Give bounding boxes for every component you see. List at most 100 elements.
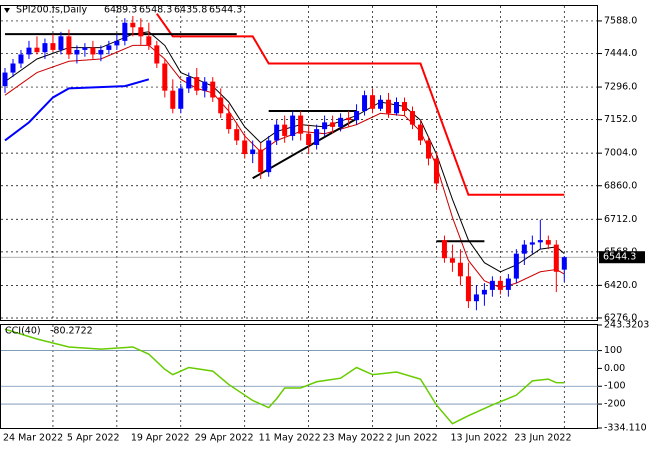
y-tick-label: -200 (604, 399, 626, 410)
x-tick-label: 23 May 2022 (323, 433, 385, 444)
y-tick-label: 6420.0 (604, 280, 637, 291)
candle-body (10, 63, 16, 73)
candle-body (74, 49, 80, 55)
candle-body (473, 294, 479, 302)
cci-title: CCI(40) (5, 326, 41, 337)
overlay-line (155, 13, 565, 196)
candle-body (66, 36, 72, 55)
candle-body (354, 111, 360, 121)
overlay-line (4, 31, 565, 273)
candle-body (58, 36, 64, 50)
candle-body (394, 101, 400, 114)
x-tick-label: 11 May 2022 (259, 433, 321, 444)
candle-body (370, 95, 376, 109)
candle-body (146, 36, 152, 46)
candle-body (497, 280, 503, 290)
candle-body (2, 72, 8, 87)
y-tick-label: 6276.0 (604, 312, 637, 323)
candle-body (90, 47, 96, 55)
candle-body (457, 262, 463, 277)
candle-body (553, 244, 559, 272)
candle-body (402, 101, 407, 112)
x-tick-label: 5 Apr 2022 (67, 433, 120, 444)
y-tick-label: 6712.0 (604, 214, 637, 225)
candle-body (513, 253, 519, 279)
candle-body (186, 77, 192, 89)
x-tick-label: 29 Apr 2022 (195, 433, 254, 444)
candle-body (489, 280, 495, 290)
candle-body (537, 240, 543, 243)
header-value: 6435.8 (174, 5, 207, 16)
candle-body (338, 117, 344, 127)
y-tick-label: 7444.0 (604, 48, 637, 59)
y-tick-label: 6860.0 (604, 180, 637, 191)
candle-body (306, 133, 312, 146)
candle-body (106, 45, 112, 50)
candle-body (42, 43, 48, 53)
candle-body (417, 124, 423, 141)
candle-body (282, 124, 288, 136)
candle-body (234, 129, 240, 141)
candle-body (154, 45, 160, 64)
candle-body (218, 97, 224, 114)
candle-body (82, 47, 88, 50)
candle-body (545, 240, 551, 245)
cci-panel-frame (0, 324, 598, 429)
candle-body (561, 257, 567, 270)
candle-body (362, 95, 368, 112)
x-tick-label: 24 Mar 2022 (3, 433, 63, 444)
y-tick-label: -334.110 (604, 423, 647, 434)
candle-body (521, 244, 527, 254)
candle-body (26, 47, 32, 55)
overlay-line (4, 44, 565, 289)
candle-body (290, 115, 296, 136)
y-tick-label: 243.3203 (604, 320, 649, 331)
price-label: 6544.3 (603, 252, 636, 263)
candle-body (266, 140, 272, 173)
candle-body (314, 129, 320, 146)
candle-body (250, 149, 256, 155)
y-tick-label: 7588.0 (604, 15, 637, 26)
candle-body (162, 63, 168, 91)
candle-body (114, 40, 120, 46)
candle-body (178, 88, 184, 109)
header: SPI200.fs,Daily 6489.3 6548.3 6435.8 6544.3 (16, 5, 242, 16)
candle-body (441, 240, 447, 259)
candle-body (481, 289, 487, 295)
candle-body (529, 242, 535, 245)
candle-body (34, 47, 40, 53)
cci-value: -80.2722 (50, 326, 93, 337)
candle-body (409, 111, 415, 125)
y-tick-label: 100 (604, 345, 622, 356)
candle-body (386, 99, 392, 114)
y-tick-label: 0.00 (604, 363, 625, 374)
candle-body (98, 49, 104, 55)
header-value: 6548.3 (139, 5, 172, 16)
symbol: SPI200.fs,Daily (16, 5, 87, 16)
header-arrow (4, 8, 10, 13)
candle-body (378, 99, 384, 109)
candle-body (50, 43, 56, 50)
header-value: 6544.3 (209, 5, 242, 16)
x-tick-label: 23 Jun 2022 (514, 433, 571, 444)
candle-body (465, 276, 471, 302)
candle-body (242, 140, 248, 155)
candle-body (202, 81, 208, 91)
candle-body (425, 140, 431, 159)
candle-body (346, 117, 352, 121)
price-label-bg (599, 251, 645, 264)
candle-body (138, 27, 144, 37)
candle-body (194, 77, 200, 91)
x-tick-label: 13 Jun 2022 (450, 433, 507, 444)
candle-body (505, 278, 511, 290)
y-tick-label: -100 (604, 381, 626, 392)
price-panel-frame (0, 5, 598, 321)
candle-body (170, 90, 176, 109)
header-value: 6489.3 (104, 5, 137, 16)
x-tick-label: 19 Apr 2022 (131, 433, 190, 444)
candle-body (330, 122, 336, 127)
candle-body (258, 149, 264, 173)
candle-body (449, 258, 455, 263)
overlay-line (4, 78, 150, 142)
